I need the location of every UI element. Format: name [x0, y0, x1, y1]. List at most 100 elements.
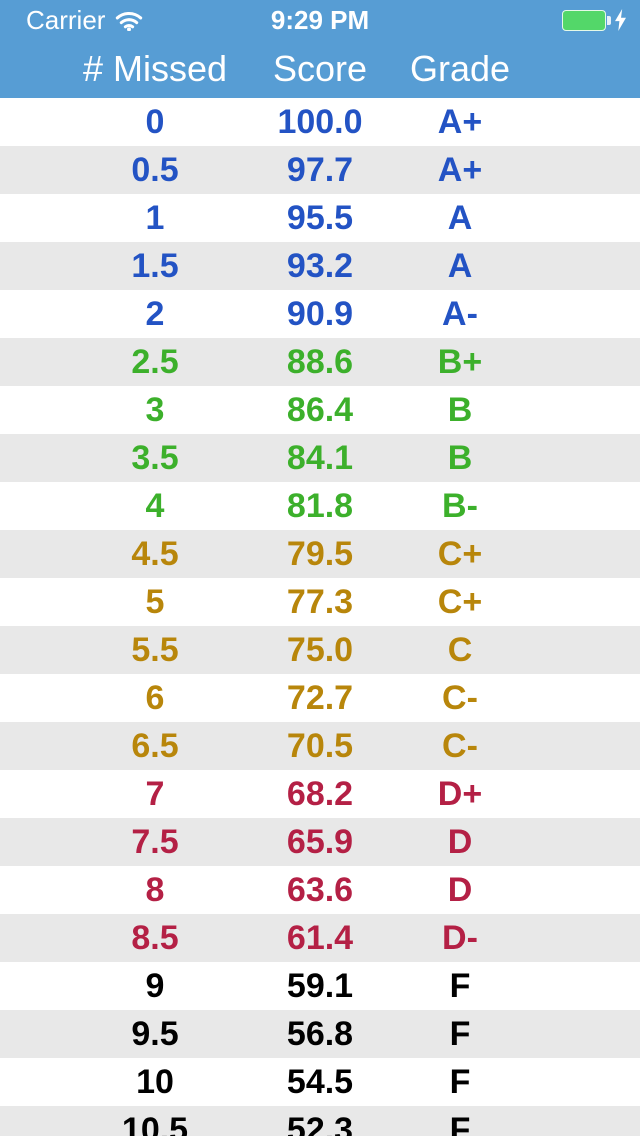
- table-row: 4.5 79.5 C+: [0, 530, 640, 578]
- table-row: 1 95.5 A: [0, 194, 640, 242]
- cell-missed: 7.5: [131, 823, 179, 861]
- grade-table[interactable]: 0 100.0 A+ 0.5 97.7 A+ 1 95.5 A 1.5 93.2…: [0, 98, 640, 1136]
- cell-grade: F: [449, 1111, 471, 1136]
- cell-missed: 1.5: [131, 247, 179, 285]
- cell-grade: D: [447, 823, 473, 861]
- table-row: 3 86.4 B: [0, 386, 640, 434]
- cell-score: 54.5: [286, 1063, 354, 1101]
- cell-missed: 1: [145, 199, 165, 237]
- cell-grade: B-: [442, 487, 478, 525]
- cell-missed: 5: [145, 583, 165, 621]
- cell-missed: 9: [145, 967, 165, 1005]
- table-row: 6 72.7 C-: [0, 674, 640, 722]
- battery-icon: [562, 9, 606, 31]
- cell-missed: 3: [145, 391, 165, 429]
- cell-grade: C: [447, 631, 473, 669]
- cell-score: 79.5: [286, 535, 354, 573]
- cell-score: 61.4: [286, 919, 354, 957]
- cell-score: 93.2: [286, 247, 354, 285]
- table-row: 6.5 70.5 C-: [0, 722, 640, 770]
- carrier-label: Carrier: [26, 4, 106, 35]
- table-row: 2 90.9 A-: [0, 290, 640, 338]
- table-row: 9 59.1 F: [0, 962, 640, 1010]
- table-row: 9.5 56.8 F: [0, 1010, 640, 1058]
- table-row: 1.5 93.2 A: [0, 242, 640, 290]
- cell-grade: C-: [442, 727, 478, 765]
- cell-grade: B: [447, 391, 473, 429]
- top-bar: Carrier 9:29 PM: [0, 0, 640, 98]
- cell-missed: 9.5: [131, 1015, 179, 1053]
- table-row: 4 81.8 B-: [0, 482, 640, 530]
- cell-grade: A+: [437, 151, 483, 189]
- cell-missed: 4.5: [131, 535, 179, 573]
- cell-missed: 2: [145, 295, 165, 333]
- cell-score: 100.0: [277, 103, 363, 141]
- cell-grade: A+: [437, 103, 483, 141]
- table-row: 5.5 75.0 C: [0, 626, 640, 674]
- cell-score: 84.1: [286, 439, 354, 477]
- clock-label: 9:29 PM: [270, 5, 370, 35]
- cell-missed: 4: [145, 487, 165, 525]
- cell-score: 52.3: [286, 1111, 354, 1136]
- table-row: 5 77.3 C+: [0, 578, 640, 626]
- cell-score: 77.3: [286, 583, 354, 621]
- cell-missed: 6.5: [131, 727, 179, 765]
- header-score: Score: [272, 48, 368, 89]
- cell-grade: F: [449, 967, 471, 1005]
- cell-score: 75.0: [286, 631, 354, 669]
- battery-indicator: [562, 9, 626, 31]
- cell-missed: 0: [145, 103, 165, 141]
- cell-score: 81.8: [286, 487, 354, 525]
- cell-missed: 8.5: [131, 919, 179, 957]
- table-row: 8 63.6 D: [0, 866, 640, 914]
- cell-grade: C-: [442, 679, 478, 717]
- cell-missed: 6: [145, 679, 165, 717]
- cell-grade: F: [449, 1063, 471, 1101]
- table-row: 8.5 61.4 D-: [0, 914, 640, 962]
- cell-score: 65.9: [286, 823, 354, 861]
- cell-grade: B+: [437, 343, 483, 381]
- status-bar: Carrier 9:29 PM: [0, 0, 640, 40]
- cell-score: 88.6: [286, 343, 354, 381]
- cell-grade: A: [447, 199, 473, 237]
- table-row: 7 68.2 D+: [0, 770, 640, 818]
- header-grade: Grade: [409, 48, 511, 89]
- cell-score: 70.5: [286, 727, 354, 765]
- cell-score: 59.1: [286, 967, 354, 1005]
- cell-missed: 10.5: [121, 1111, 189, 1136]
- cell-grade: D: [447, 871, 473, 909]
- cell-missed: 10: [136, 1063, 174, 1101]
- table-row: 10.5 52.3 F: [0, 1106, 640, 1136]
- table-row: 3.5 84.1 B: [0, 434, 640, 482]
- wifi-icon: [115, 10, 143, 31]
- cell-grade: D+: [437, 775, 483, 813]
- cell-grade: A-: [442, 295, 478, 333]
- table-row: 2.5 88.6 B+: [0, 338, 640, 386]
- cell-grade: F: [449, 1015, 471, 1053]
- cell-missed: 7: [145, 775, 165, 813]
- cell-score: 90.9: [286, 295, 354, 333]
- table-header: # Missed Score Grade: [0, 40, 640, 98]
- charging-bolt-icon: [615, 9, 626, 31]
- header-missed: # Missed: [82, 48, 228, 89]
- table-row: 10 54.5 F: [0, 1058, 640, 1106]
- table-row: 0 100.0 A+: [0, 98, 640, 146]
- cell-grade: C+: [437, 535, 483, 573]
- cell-grade: D-: [442, 919, 478, 957]
- battery-cap: [607, 15, 611, 25]
- cell-grade: B: [447, 439, 473, 477]
- cell-missed: 8: [145, 871, 165, 909]
- cell-score: 95.5: [286, 199, 354, 237]
- cell-missed: 0.5: [131, 151, 179, 189]
- table-row: 0.5 97.7 A+: [0, 146, 640, 194]
- cell-score: 72.7: [286, 679, 354, 717]
- table-row: 7.5 65.9 D: [0, 818, 640, 866]
- cell-score: 63.6: [286, 871, 354, 909]
- cell-grade: A: [447, 247, 473, 285]
- cell-missed: 2.5: [131, 343, 179, 381]
- cell-score: 97.7: [286, 151, 354, 189]
- cell-grade: C+: [437, 583, 483, 621]
- cell-score: 68.2: [286, 775, 354, 813]
- cell-score: 56.8: [286, 1015, 354, 1053]
